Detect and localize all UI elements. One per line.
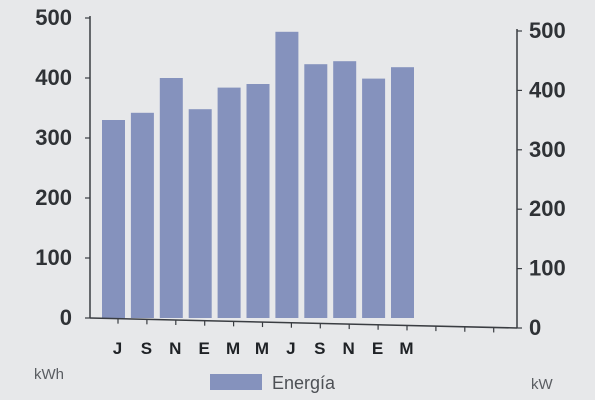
left-axis-tick-label: 100: [35, 245, 72, 270]
left-axis-tick-label: 0: [60, 305, 72, 330]
right-axis-tick-label: 500: [529, 18, 566, 43]
x-axis-tick-label: N: [343, 339, 355, 358]
bar: [217, 87, 241, 318]
right-axis-tick-label: 100: [529, 256, 566, 281]
x-axis-tick-label: J: [286, 339, 295, 358]
right-axis-tick-labels: 0 100 200 300 400 500: [529, 18, 566, 340]
bar: [391, 67, 414, 318]
bar: [102, 120, 125, 318]
bar: [188, 109, 212, 318]
x-axis-tick-label: M: [255, 339, 269, 358]
x-axis-tick-label: S: [314, 339, 325, 358]
bar: [333, 61, 357, 318]
left-axis-tick-label: 500: [35, 5, 72, 30]
bars: [102, 31, 414, 319]
right-axis-tick-label: 300: [529, 137, 566, 162]
left-axis-unit: kWh: [34, 366, 64, 383]
x-axis-line: [89, 317, 518, 329]
legend: Energía: [210, 373, 336, 393]
x-axis-tick-label: E: [372, 339, 383, 358]
axes: [85, 16, 522, 333]
right-axis-tick-label: 200: [529, 196, 566, 221]
left-axis-tick-label: 400: [35, 65, 72, 90]
left-axis-tick-label: 300: [35, 125, 72, 150]
legend-swatch: [210, 374, 262, 390]
left-axis-tick-labels: 0 100 200 300 400 500: [35, 5, 72, 330]
right-axis-tick-label: 0: [529, 315, 541, 340]
bar: [159, 78, 183, 318]
x-axis-tick-label: M: [399, 339, 413, 358]
bar: [362, 78, 386, 318]
x-axis-tick-label: E: [199, 339, 210, 358]
bar: [275, 31, 299, 319]
x-axis-tick-label: J: [113, 339, 122, 358]
right-axis-unit: kW: [531, 376, 554, 393]
bar: [304, 64, 328, 318]
bar: [246, 84, 270, 318]
x-axis-tick-label: N: [169, 339, 181, 358]
left-axis-tick-label: 200: [35, 185, 72, 210]
legend-label: Energía: [272, 373, 336, 393]
bar: [130, 112, 154, 318]
x-axis-tick-label: S: [141, 339, 152, 358]
x-axis-tick-label: M: [226, 339, 240, 358]
right-axis-tick-label: 400: [529, 77, 566, 102]
